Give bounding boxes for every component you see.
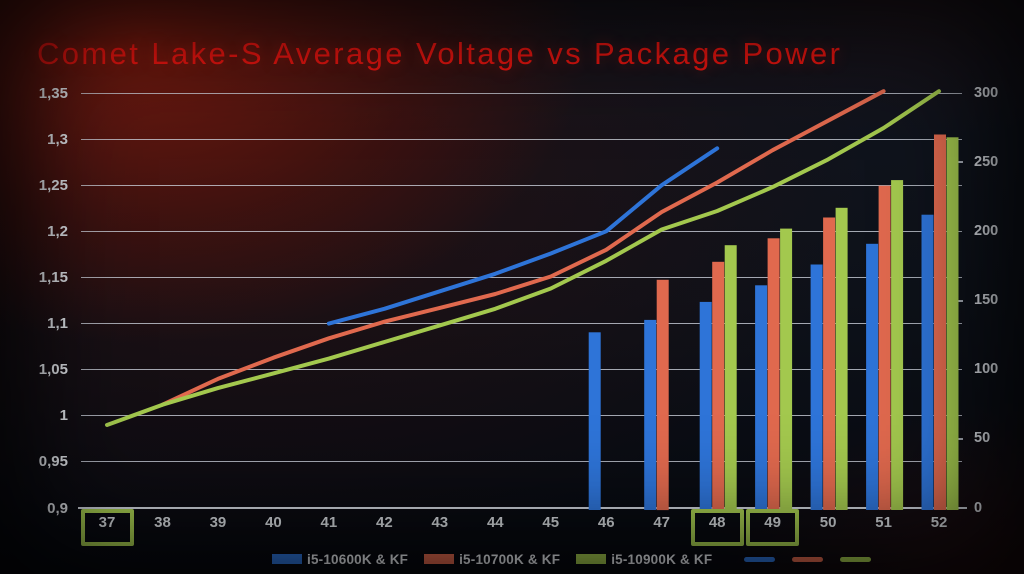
y-axis-label-right: 250 (974, 153, 999, 170)
y-axis-label-right: 0 (974, 499, 983, 516)
x-axis-label: 38 (154, 514, 171, 531)
line-blue (326, 146, 720, 326)
x-label-highlight-box (80, 509, 134, 546)
legend-item: i5-10900K & KF (576, 552, 712, 567)
gridline (81, 92, 962, 94)
x-axis-label: 51 (875, 514, 892, 531)
bar-red-x48 (712, 261, 725, 510)
gridline (81, 415, 962, 417)
gridline (81, 323, 962, 325)
legend-item: i5-10600K & KF (272, 552, 408, 567)
x-axis-label: 43 (431, 514, 449, 531)
y-axis-label-left: 1 (59, 407, 68, 425)
y-axis-label-left: 1,05 (38, 361, 68, 379)
y-axis-label-left: 0,9 (47, 499, 68, 517)
y-axis-label-right: 100 (974, 361, 999, 378)
bar-blue-x48 (699, 301, 712, 510)
legend-swatch-bar-red (424, 554, 455, 564)
legend-swatch-bar-green (576, 554, 607, 564)
x-axis-label: 52 (930, 514, 948, 531)
legend-swatch-line-green (840, 556, 872, 562)
y-axis-label-left: 1,1 (47, 315, 68, 333)
gridline (81, 230, 962, 232)
x-axis-label: 41 (320, 514, 338, 531)
y-axis-label-left: 1,35 (38, 84, 68, 102)
x-axis-label: 39 (209, 514, 227, 531)
x-axis-label: 44 (486, 514, 504, 531)
y-axis-label-left: 1,15 (38, 268, 68, 286)
bar-blue-x47 (644, 319, 657, 510)
bar-red-x49 (767, 238, 780, 511)
x-axis-label: 46 (597, 514, 615, 531)
line-red (160, 89, 886, 407)
y-axis-label-left: 1,3 (47, 130, 68, 148)
legend-item (840, 556, 872, 562)
x-axis-label: 40 (265, 514, 282, 531)
x-axis-label: 48 (708, 514, 726, 531)
legend-label: i5-10700K & KF (459, 551, 561, 567)
bar-red-x50 (823, 217, 836, 510)
gridline (81, 461, 962, 463)
y-axis-label-left: 0,95 (38, 453, 68, 471)
legend-swatch-line-blue (744, 556, 776, 562)
bar-blue-x52 (921, 214, 934, 510)
x-axis-label: 47 (653, 514, 671, 531)
y-axis-label-right: 300 (974, 84, 999, 101)
x-label-highlight-box (690, 509, 744, 546)
x-label-highlight-box (746, 509, 800, 546)
gridline (81, 276, 962, 278)
legend-label: i5-10600K & KF (307, 551, 409, 567)
legend-swatch-line-red (792, 556, 824, 562)
gridline (81, 138, 962, 140)
gridline (81, 369, 962, 371)
bar-red-x52 (934, 134, 946, 510)
bar-blue-x51 (866, 243, 879, 511)
bar-blue-x46 (588, 332, 601, 510)
bar-blue-x50 (810, 264, 823, 510)
legend-item: i5-10700K & KF (424, 552, 560, 567)
y-axis-label-left: 1,25 (38, 176, 68, 194)
chart-legend: i5-10600K & KF i5-10700K & KF i5-10900K & … (272, 550, 888, 568)
x-axis-label: 50 (819, 514, 837, 531)
bar-green-x51 (891, 180, 904, 510)
gridline (81, 184, 962, 186)
y-axis-label-right: 200 (974, 222, 999, 239)
bar-red-x51 (878, 185, 891, 510)
bar-red-x47 (656, 279, 669, 511)
legend-swatch-bar-blue (272, 554, 302, 564)
bar-blue-x49 (755, 285, 768, 510)
chart-title: Comet Lake-S Average Voltage vs Package … (37, 36, 843, 71)
x-axis-line (78, 507, 967, 509)
y-axis-label-right: 150 (974, 292, 999, 308)
x-axis-label: 49 (764, 514, 781, 531)
y-axis-label-right: 50 (974, 430, 991, 447)
x-axis-label: 42 (376, 514, 393, 531)
y-axis-label-left: 1,2 (47, 222, 68, 240)
legend-label: i5-10900K & KF (611, 551, 713, 567)
bar-green-x48 (724, 245, 737, 510)
legend-item (744, 556, 776, 562)
x-axis-label: 37 (98, 514, 116, 531)
line-green (105, 89, 941, 427)
bar-green-x50 (835, 207, 848, 511)
x-axis-label: 45 (542, 514, 560, 531)
bar-green-x52 (946, 137, 959, 511)
bar-green-x49 (780, 228, 793, 510)
legend-item (792, 556, 824, 562)
